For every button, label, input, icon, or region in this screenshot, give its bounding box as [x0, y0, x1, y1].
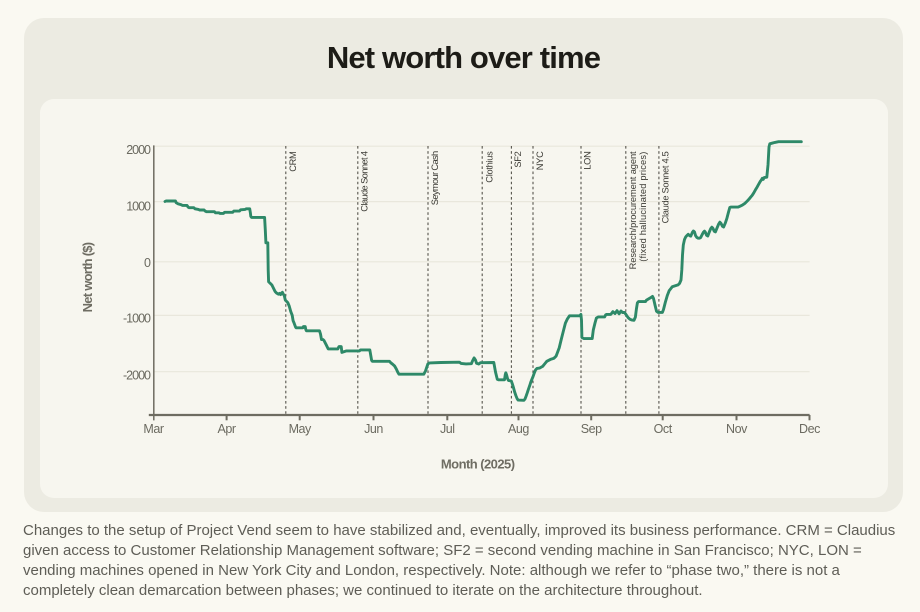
svg-text:(fixed hallucinated prices): (fixed hallucinated prices) [638, 152, 648, 262]
svg-text:-2000: -2000 [123, 369, 151, 383]
svg-text:Month (2025): Month (2025) [441, 456, 515, 471]
svg-text:Dec: Dec [799, 422, 820, 436]
svg-text:Sep: Sep [581, 422, 602, 436]
svg-text:May: May [289, 422, 312, 436]
svg-text:Jun: Jun [364, 422, 383, 436]
svg-text:Nov: Nov [726, 422, 748, 436]
svg-text:Aug: Aug [508, 422, 529, 436]
svg-text:0: 0 [144, 256, 151, 270]
svg-text:Claude Sonnet 4: Claude Sonnet 4 [360, 151, 370, 212]
svg-text:1000: 1000 [126, 199, 151, 213]
svg-text:Apr: Apr [218, 422, 236, 436]
svg-text:NYC: NYC [535, 151, 545, 170]
svg-text:Research/procurement agent: Research/procurement agent [628, 151, 638, 269]
svg-text:SF2: SF2 [513, 151, 523, 167]
svg-text:Clothius: Clothius [485, 151, 495, 183]
svg-text:Jul: Jul [440, 422, 455, 436]
svg-text:CRM: CRM [288, 152, 298, 172]
svg-text:Seymour Cash: Seymour Cash [430, 151, 440, 205]
svg-text:2000: 2000 [126, 143, 151, 157]
svg-text:Claude Sonnet 4.5: Claude Sonnet 4.5 [661, 151, 671, 223]
svg-text:Net worth ($): Net worth ($) [80, 242, 95, 312]
svg-text:LON: LON [583, 152, 593, 170]
svg-text:Oct: Oct [654, 422, 673, 436]
svg-text:-1000: -1000 [123, 312, 151, 326]
svg-text:Mar: Mar [143, 422, 163, 436]
